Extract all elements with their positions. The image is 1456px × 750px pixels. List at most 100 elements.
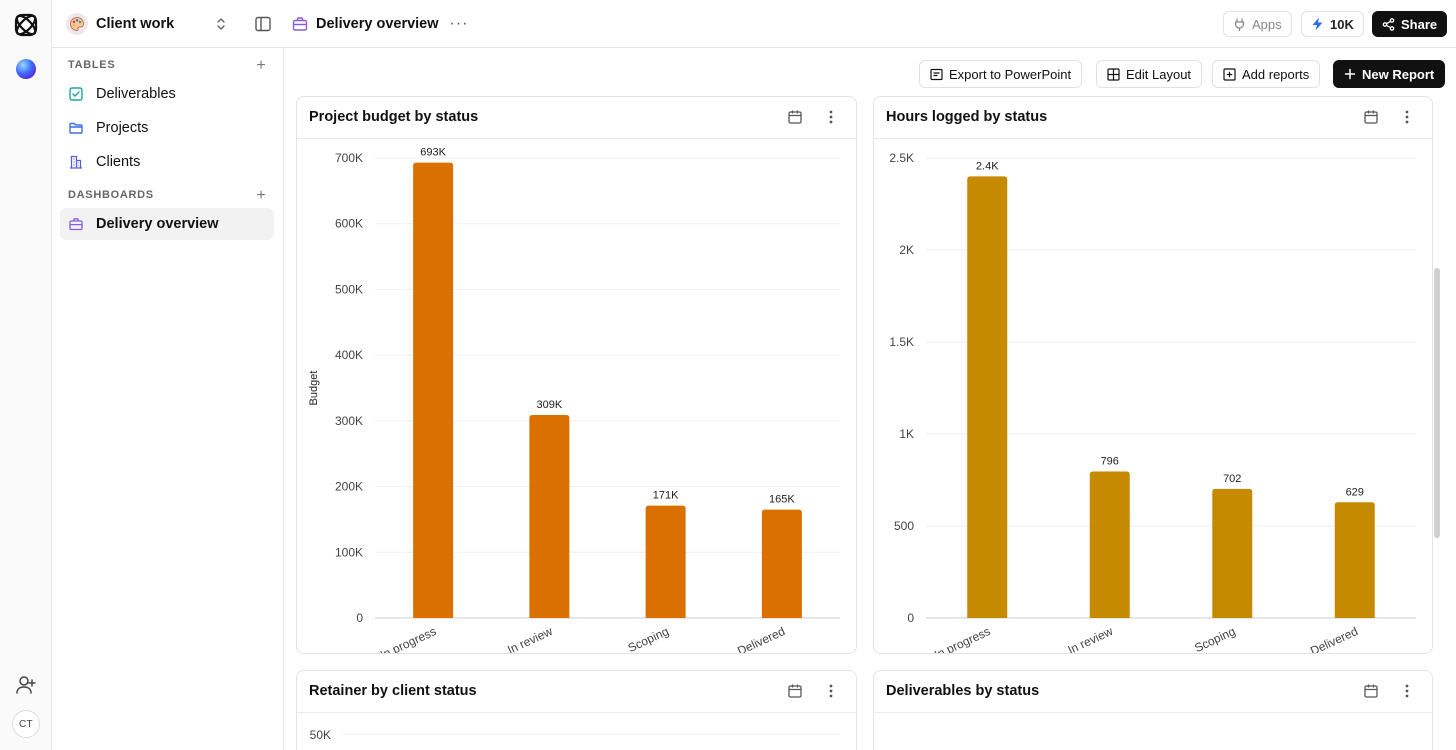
credits-label: 10K: [1330, 16, 1354, 32]
y-axis-label: Budget: [308, 371, 320, 406]
edit-layout-label: Edit Layout: [1126, 66, 1192, 82]
report-card: Project budget by status 0 100K 200K 300K 40…: [296, 96, 857, 654]
y-tick-label: 2K: [899, 243, 914, 257]
share-icon: [1382, 17, 1395, 31]
bar: [1089, 471, 1130, 618]
y-tick-label: 1.5K: [889, 335, 914, 349]
kebab-menu-icon[interactable]: [1399, 109, 1415, 125]
retainer-bar-chart: 50K: [310, 728, 840, 742]
bar-value-label: 309K: [537, 399, 563, 411]
bar-value-label: 629: [1346, 486, 1364, 498]
card-header: Hours logged by status: [874, 97, 1432, 139]
check-square-icon: [68, 86, 84, 102]
x-tick-label: In progress: [378, 624, 438, 653]
hours-bar-chart: 0 500 1K 1.5K 2K 2.5K 2.4K In progress 796 In rev…: [889, 151, 1416, 653]
bar-value-label: 171K: [653, 490, 679, 502]
y-tick-label: 0: [907, 611, 914, 625]
bar-value-label: 165K: [769, 494, 795, 506]
dashboard-main: Export to PowerPoint Edit Layout Add rep…: [284, 48, 1456, 750]
report-card: Deliverables by status: [873, 670, 1433, 750]
export-powerpoint-button[interactable]: Export to PowerPoint: [919, 60, 1083, 88]
card-header: Deliverables by status: [874, 671, 1432, 713]
calendar-icon[interactable]: [1363, 109, 1379, 125]
avatar[interactable]: CT: [12, 710, 40, 738]
bar: [967, 176, 1008, 618]
credits-button[interactable]: 10K: [1301, 11, 1364, 37]
briefcase-icon: [68, 216, 84, 232]
y-tick-label: 200K: [335, 480, 363, 494]
sidebar-item-deliverables[interactable]: Deliverables: [60, 78, 274, 110]
add-reports-label: Add reports: [1242, 66, 1310, 82]
kebab-menu-icon[interactable]: [823, 109, 839, 125]
y-tick-label: 500K: [335, 282, 363, 296]
edit-layout-button[interactable]: Edit Layout: [1096, 60, 1203, 88]
sidebar-item-label: Clients: [96, 154, 141, 170]
y-tick-label: 2.5K: [889, 151, 914, 165]
sidebar-toggle-icon[interactable]: [254, 15, 272, 33]
report-card: Hours logged by status 0 500 1K 1.5K 2K 2.5K 2…: [873, 96, 1433, 654]
calendar-icon[interactable]: [787, 109, 803, 125]
bolt-icon: [1312, 17, 1323, 31]
plus-icon: [1344, 68, 1356, 80]
y-tick-label: 500: [894, 519, 914, 533]
sidebar-item-label: Projects: [96, 120, 149, 136]
bar: [413, 162, 454, 618]
palette-icon: [66, 13, 88, 35]
more-options-button[interactable]: ···: [449, 15, 469, 32]
x-tick-label: In review: [505, 624, 555, 653]
presentation-icon: [930, 68, 943, 80]
y-tick-label: 50K: [310, 728, 331, 742]
atom-logo-icon[interactable]: [12, 11, 40, 39]
x-tick-label: In review: [1066, 624, 1116, 653]
folder-icon: [68, 120, 84, 136]
card-title: Project budget by status: [309, 109, 479, 125]
grid-icon: [1107, 67, 1120, 81]
bar: [761, 509, 802, 618]
report-card: Retainer by client status 50K: [296, 670, 857, 750]
plus-square-icon: [1223, 67, 1236, 81]
y-tick-label: 1K: [899, 427, 914, 441]
add-reports-button[interactable]: Add reports: [1212, 60, 1321, 88]
x-tick-label: Scoping: [626, 624, 671, 653]
plug-icon: [1234, 17, 1245, 31]
card-title: Hours logged by status: [886, 109, 1048, 125]
briefcase-icon: [292, 17, 308, 31]
user-plus-icon[interactable]: [15, 674, 37, 696]
bar: [645, 505, 686, 618]
bar-value-label: 693K: [420, 147, 446, 159]
add-table-button[interactable]: +: [256, 57, 266, 74]
kebab-menu-icon[interactable]: [823, 683, 839, 699]
bar: [1212, 488, 1253, 618]
bar-value-label: 702: [1223, 473, 1241, 485]
card-title: Retainer by client status: [309, 683, 477, 699]
sidebar-item-projects[interactable]: Projects: [60, 112, 274, 144]
sidebar-item-delivery-overview[interactable]: Delivery overview: [60, 208, 274, 240]
gradient-orb-icon[interactable]: [16, 59, 36, 79]
y-tick-label: 100K: [335, 545, 363, 559]
add-dashboard-button[interactable]: +: [256, 187, 266, 204]
bar: [1334, 502, 1375, 618]
chevron-up-down-icon[interactable]: [214, 15, 228, 33]
x-tick-label: Scoping: [1192, 624, 1237, 653]
bar: [529, 414, 570, 618]
y-tick-label: 400K: [335, 348, 363, 362]
sidebar: TABLES + Deliverables Projects Clients D…: [52, 48, 284, 750]
app-rail: CT: [0, 0, 52, 750]
x-tick-label: In progress: [932, 624, 992, 653]
y-tick-label: 700K: [335, 151, 363, 165]
apps-label: Apps: [1252, 16, 1282, 32]
x-tick-label: Delivered: [1308, 624, 1360, 653]
export-label: Export to PowerPoint: [949, 66, 1072, 82]
workspace-name: Client work: [96, 16, 175, 32]
scrollbar-thumb[interactable]: [1434, 268, 1440, 538]
calendar-icon[interactable]: [787, 683, 803, 699]
sidebar-item-clients[interactable]: Clients: [60, 146, 274, 178]
y-tick-label: 0: [356, 611, 363, 625]
new-report-button[interactable]: New Report: [1333, 60, 1446, 88]
kebab-menu-icon[interactable]: [1399, 683, 1415, 699]
apps-button[interactable]: Apps: [1223, 11, 1292, 37]
y-tick-label: 600K: [335, 217, 363, 231]
share-button[interactable]: Share: [1372, 11, 1448, 37]
calendar-icon[interactable]: [1363, 683, 1379, 699]
workspace-selector[interactable]: Client work: [66, 11, 174, 37]
